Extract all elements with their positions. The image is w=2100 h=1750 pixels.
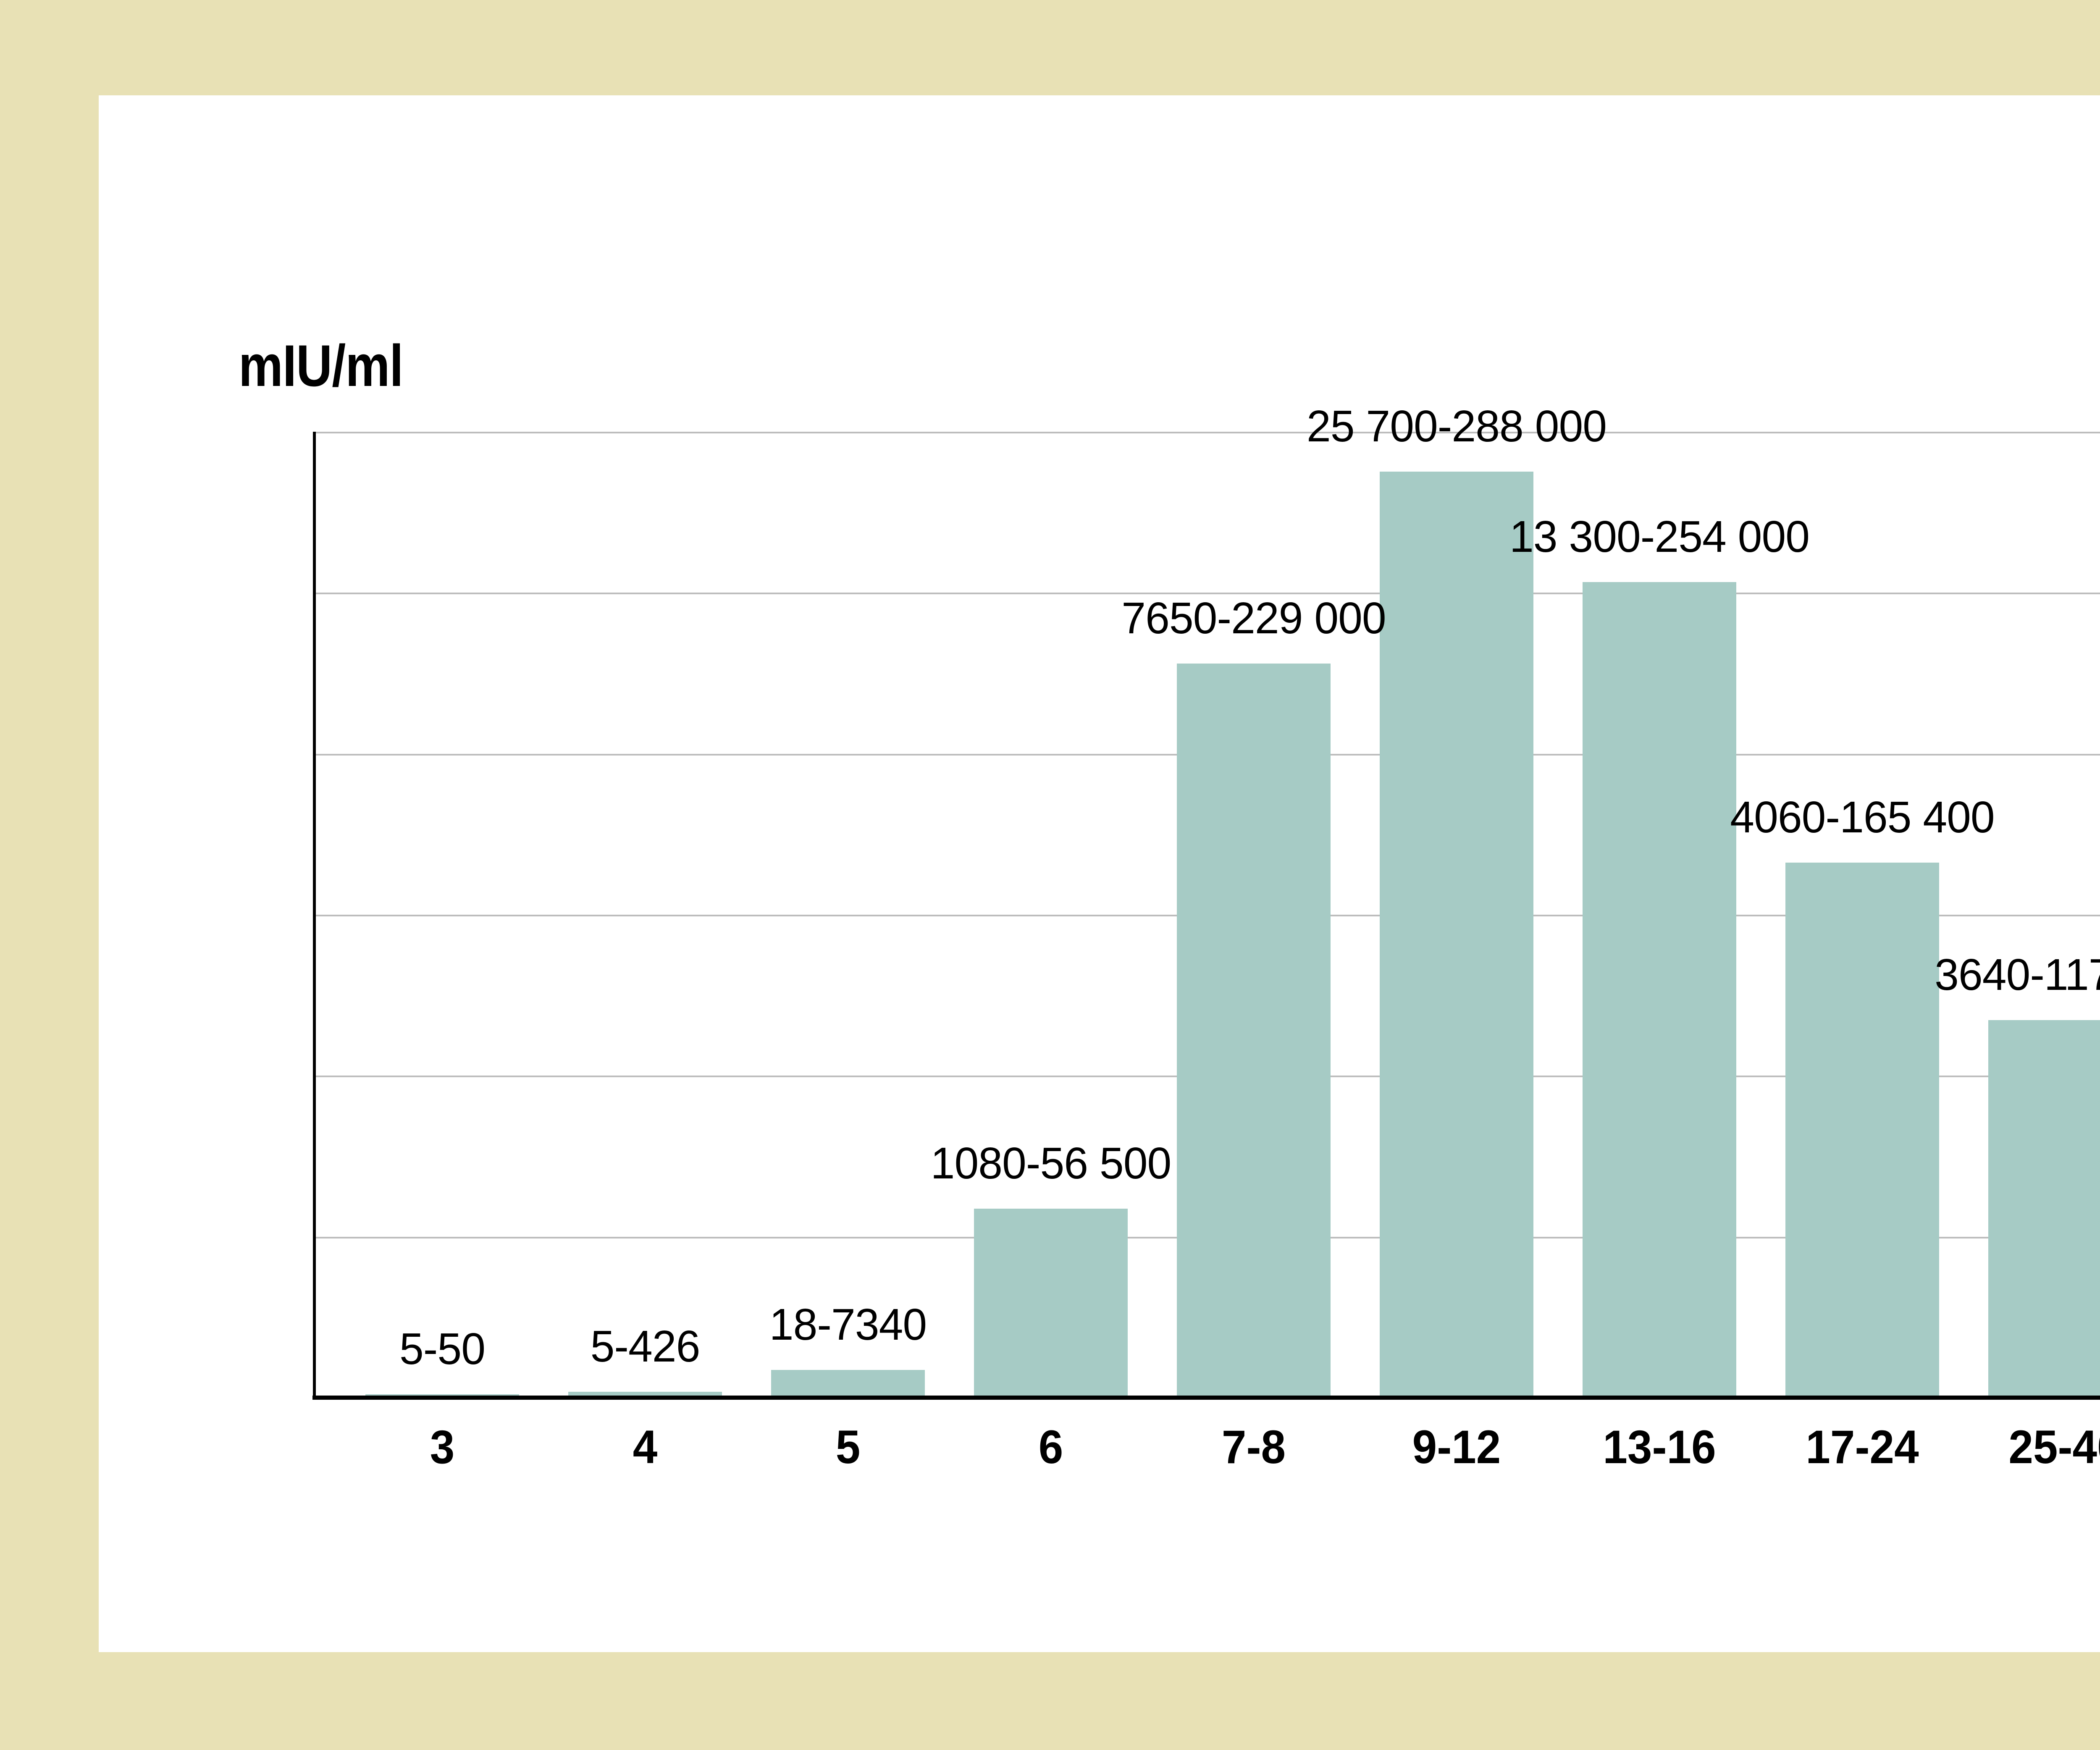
bar-value-label-week-17-24: 4060-165 400 xyxy=(1730,792,1995,842)
x-tick-label-week-3: 3 xyxy=(430,1421,455,1473)
bar-week-13-16 xyxy=(1583,582,1736,1398)
x-tick-label-week-6: 6 xyxy=(1038,1421,1063,1473)
x-axis-line xyxy=(312,1396,2100,1400)
bar-value-label-week-4: 5-426 xyxy=(590,1322,701,1371)
bar-week-6 xyxy=(974,1209,1128,1398)
bar-value-label-week-3: 5-50 xyxy=(399,1324,486,1374)
x-tick-label-week-9-12: 9-12 xyxy=(1412,1421,1501,1473)
bar-value-label-week-5: 18-7340 xyxy=(769,1300,927,1349)
x-tick-label-week-17-24: 17-24 xyxy=(1806,1421,1919,1473)
y-axis-title: mIU/ml xyxy=(239,333,404,399)
gridline xyxy=(314,593,2100,594)
bar-value-label-week-7-8: 7650-229 000 xyxy=(1121,593,1386,643)
gridline xyxy=(314,432,2100,433)
x-tick-label-week-7-8: 7-8 xyxy=(1221,1421,1286,1473)
bar-week-9-12 xyxy=(1380,472,1533,1398)
bar-week-7-8 xyxy=(1177,664,1331,1398)
x-tick-label-week-5: 5 xyxy=(835,1421,861,1473)
bar-week-5 xyxy=(771,1370,925,1398)
bar-value-label-week-25-40: 3640-117 000 xyxy=(1935,950,2100,1000)
bar-week-17-24 xyxy=(1785,863,1939,1398)
bar-value-label-week-9-12: 25 700-288 000 xyxy=(1306,401,1607,451)
plot-area: 5-50 3 5-426 4 18-7340 5 1080-56 500 6 7650-229 … xyxy=(312,404,2100,1471)
bar-value-label-week-13-16: 13 300-254 000 xyxy=(1509,512,1810,561)
x-tick-label-week-13-16: 13-16 xyxy=(1603,1421,1716,1473)
y-axis-line xyxy=(313,432,316,1400)
x-tick-label-week-4: 4 xyxy=(633,1421,658,1473)
x-tick-label-week-25-40: 25-40 xyxy=(2008,1421,2100,1473)
bar-week-25-40 xyxy=(1988,1020,2100,1398)
chart-panel: mIU/ml 5-50 3 5-426 4 18-7340 5 1080-56 500 6 76… xyxy=(99,95,2100,1652)
bar-value-label-week-6: 1080-56 500 xyxy=(930,1139,1172,1188)
